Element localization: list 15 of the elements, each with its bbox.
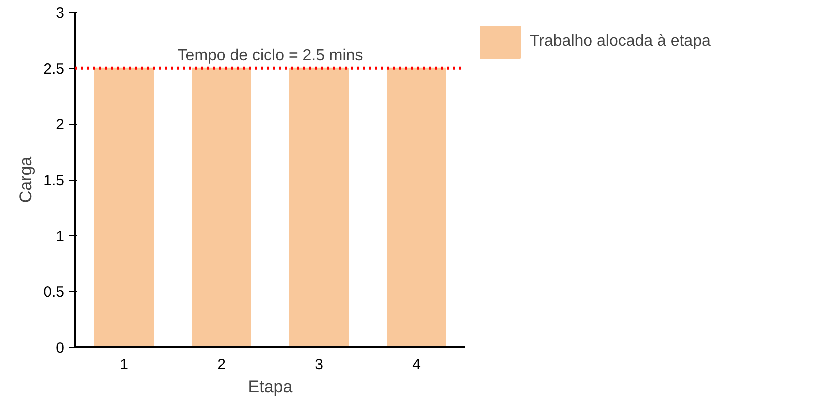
- x-tick-label: 3: [315, 356, 324, 374]
- y-tick-label: 1: [56, 228, 64, 246]
- y-tick-label: 2.5: [44, 60, 65, 78]
- y-axis-title: Carga: [16, 156, 36, 204]
- y-tick-label: 0.5: [44, 284, 65, 302]
- y-tick-label: 1.5: [44, 172, 65, 190]
- x-axis-title: Etapa: [248, 378, 294, 396]
- y-tick-label: 3: [56, 5, 64, 22]
- y-tick-label: 2: [56, 116, 64, 134]
- ref-line-label: Tempo de ciclo = 2.5 mins: [178, 47, 364, 64]
- x-tick-label: 4: [412, 356, 421, 374]
- x-tick-label: 1: [120, 356, 128, 374]
- y-tick-label: 0: [56, 340, 64, 357]
- legend-label: Trabalho alocada à etapa: [530, 33, 711, 51]
- x-tick-label: 2: [218, 356, 226, 374]
